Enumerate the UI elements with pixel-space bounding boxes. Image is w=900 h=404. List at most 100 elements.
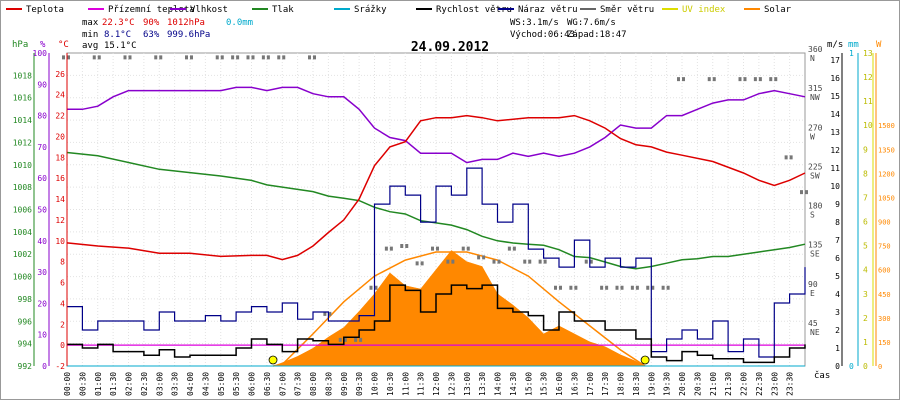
tick-uv-12: 12 xyxy=(863,73,873,82)
tick-time-35: 17:30 xyxy=(601,372,610,396)
legend-label-wind_gust: Náraz větru xyxy=(518,5,578,15)
stats-ws: WS:3.1m/s xyxy=(510,18,559,28)
stats-wg: WG:7.6m/s xyxy=(567,18,616,28)
tick-humidity-10: 100 xyxy=(33,49,48,58)
tick-solar-8: 1200 xyxy=(878,170,895,178)
tick-time-26: 13:00 xyxy=(463,372,472,396)
unit-w: W xyxy=(876,40,882,50)
chart-title: 24.09.2012 xyxy=(411,40,489,55)
tick-time-27: 13:30 xyxy=(478,372,487,396)
tick-time-32: 16:00 xyxy=(555,372,564,396)
tick-pressure-2: 996 xyxy=(18,317,33,326)
stats-min-press: 999.6hPa xyxy=(167,30,210,40)
tick-time-43: 21:30 xyxy=(724,372,733,396)
series-pressure xyxy=(66,151,806,270)
tick-wind-3: 3 xyxy=(835,308,840,317)
tick-pressure-13: 1018 xyxy=(13,71,32,80)
unit-degc: °C xyxy=(58,40,69,50)
tick-direction-deg-6: 315 xyxy=(808,84,823,93)
tick-direction-deg-2: 135 xyxy=(808,241,823,250)
tick-time-1: 00:30 xyxy=(78,372,87,396)
tick-pressure-4: 1000 xyxy=(13,273,32,282)
series-temperature xyxy=(66,114,806,261)
tick-direction-deg-4: 225 xyxy=(808,162,823,171)
tick-time-5: 02:30 xyxy=(140,372,149,396)
tick-wind-4: 4 xyxy=(835,290,840,299)
tick-temperature-12: 22 xyxy=(55,112,65,121)
tick-time-47: 23:30 xyxy=(786,372,795,396)
tick-direction-deg-0: 45 xyxy=(808,319,818,328)
tick-wind-11: 11 xyxy=(830,164,840,173)
legend-label-solar: Solar xyxy=(764,5,792,15)
legend-label-precipitation: Srážky xyxy=(354,5,387,15)
tick-uv-0: 0 xyxy=(863,362,868,371)
tick-pressure-6: 1004 xyxy=(13,228,32,237)
tick-uv-2: 2 xyxy=(863,314,868,323)
unit-pct: % xyxy=(40,40,46,50)
tick-time-18: 09:00 xyxy=(340,372,349,396)
tick-wind-2: 2 xyxy=(835,326,840,335)
plot-area xyxy=(62,55,810,367)
tick-pressure-0: 992 xyxy=(18,362,33,371)
tick-wind-17: 17 xyxy=(830,56,840,65)
tick-direction-label-5: W xyxy=(810,132,815,141)
tick-solar-9: 1350 xyxy=(878,146,895,154)
tick-time-21: 10:30 xyxy=(386,372,395,396)
legend-label-apparent_temperature: Přízemní teplota xyxy=(108,5,195,15)
tick-rain-0: 0 xyxy=(849,362,854,371)
tick-solar-4: 600 xyxy=(878,267,891,275)
tick-wind-1: 1 xyxy=(835,344,840,353)
stats-avg-label: avg xyxy=(82,41,98,51)
stats-max-rain: 0.0mm xyxy=(226,18,253,28)
tick-time-33: 16:30 xyxy=(570,372,579,396)
axes: 9929949969981000100210041006100810101012… xyxy=(13,45,895,396)
tick-temperature-13: 24 xyxy=(55,91,65,100)
sunset-marker xyxy=(640,355,650,365)
tick-time-7: 03:30 xyxy=(171,372,180,396)
tick-humidity-1: 10 xyxy=(37,331,47,340)
tick-pressure-5: 1002 xyxy=(13,250,32,259)
tick-temperature-10: 18 xyxy=(55,153,65,162)
tick-temperature-8: 14 xyxy=(55,195,65,204)
tick-wind-16: 16 xyxy=(830,74,840,83)
tick-wind-0: 0 xyxy=(835,362,840,371)
tick-time-4: 02:00 xyxy=(125,372,134,396)
tick-direction-deg-3: 180 xyxy=(808,202,823,211)
unit-ms: m/s xyxy=(827,40,843,50)
tick-humidity-5: 50 xyxy=(37,206,47,215)
tick-wind-7: 7 xyxy=(835,236,840,245)
tick-time-8: 04:00 xyxy=(186,372,195,396)
stats-avg-temp: 15.1°C xyxy=(104,41,137,51)
legend-label-humidity: Vlhkost xyxy=(190,5,228,15)
tick-time-6: 03:00 xyxy=(155,372,164,396)
legend-label-wind_speed: Rychlost větru xyxy=(436,5,512,15)
tick-time-17: 08:30 xyxy=(324,372,333,396)
stats-min-hum: 63% xyxy=(143,30,160,40)
tick-time-38: 19:00 xyxy=(647,372,656,396)
series-wind-speed xyxy=(67,284,806,364)
stats-max-label: max xyxy=(82,18,99,28)
tick-wind-15: 15 xyxy=(830,92,840,101)
tick-temperature-7: 12 xyxy=(55,216,65,225)
tick-solar-3: 450 xyxy=(878,291,891,299)
tick-time-2: 01:00 xyxy=(94,372,103,396)
stats-panel: max 22.3°C 90% 1012hPa 0.0mm min 8.1°C 6… xyxy=(82,18,627,51)
stats-max-temp: 22.3°C xyxy=(102,18,135,28)
tick-time-45: 22:30 xyxy=(755,372,764,396)
series-solar-max xyxy=(272,251,646,367)
legend-label-pressure: Tlak xyxy=(272,5,294,15)
tick-direction-label-7: N xyxy=(810,54,815,63)
sunrise-marker xyxy=(268,355,278,365)
tick-humidity-9: 90 xyxy=(37,80,47,89)
series-humidity xyxy=(67,86,806,164)
series-wind-gust xyxy=(67,167,806,358)
tick-uv-6: 6 xyxy=(863,218,868,227)
tick-temperature-0: -2 xyxy=(55,362,65,371)
tick-time-36: 18:00 xyxy=(617,372,626,396)
stats-min-label: min xyxy=(82,30,98,40)
tick-time-40: 20:00 xyxy=(678,372,687,396)
tick-solar-6: 900 xyxy=(878,219,891,227)
tick-uv-5: 5 xyxy=(863,242,868,251)
tick-direction-label-0: NE xyxy=(810,328,820,337)
